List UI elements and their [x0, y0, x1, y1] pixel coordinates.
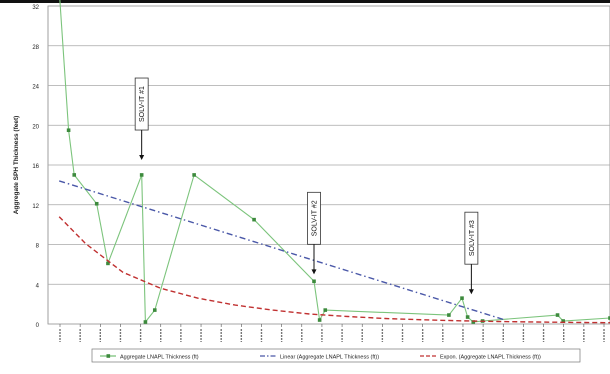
callout-arrow-head [139, 155, 145, 161]
top-border [0, 0, 610, 3]
series-line-1 [58, 180, 506, 321]
data-point [323, 308, 328, 312]
y-axis-label: Aggregate SPH Thickness (feet) [13, 116, 20, 215]
callout-label: SOLV-IT #2 [312, 200, 319, 236]
callout-arrow-head [468, 289, 474, 295]
y-tick-label: 4 [36, 283, 40, 289]
callout-arrow-head [311, 269, 317, 275]
y-tick-label: 0 [36, 323, 40, 329]
callout-label: SOLV-IT #3 [469, 220, 476, 256]
data-point [72, 173, 77, 177]
data-point [312, 279, 316, 284]
data-point [143, 320, 148, 324]
data-point [106, 261, 110, 266]
legend-marker [106, 354, 111, 358]
data-point [555, 313, 560, 317]
y-tick-label: 28 [32, 45, 39, 51]
data-point [460, 296, 464, 300]
legend-label-0: Aggregate LNAPL Thickness (ft) [120, 354, 199, 360]
y-tick-label: 20 [32, 124, 39, 130]
series-line-2 [58, 216, 610, 324]
data-point [192, 173, 196, 177]
y-tick-label: 32 [32, 5, 39, 11]
legend-label-2: Expon. (Aggregate LNAPL Thickness (ft)) [440, 354, 541, 360]
data-point [152, 308, 157, 312]
data-point [139, 173, 144, 177]
data-point [66, 128, 71, 133]
callout-label: SOLV-IT #1 [139, 86, 146, 122]
y-tick-label: 16 [32, 164, 39, 170]
data-point [447, 313, 451, 317]
data-point [252, 217, 256, 222]
data-point [471, 320, 476, 324]
data-point [608, 316, 610, 320]
y-tick-label: 8 [36, 244, 40, 250]
y-tick-label: 24 [32, 85, 39, 91]
data-point [561, 319, 565, 323]
legend-label-1: Linear (Aggregate LNAPL Thickness (ft)) [280, 354, 379, 360]
data-point [94, 201, 99, 206]
data-point [317, 318, 322, 322]
legend-box [91, 348, 581, 363]
y-tick-label: 12 [32, 204, 39, 210]
data-point [465, 315, 470, 319]
